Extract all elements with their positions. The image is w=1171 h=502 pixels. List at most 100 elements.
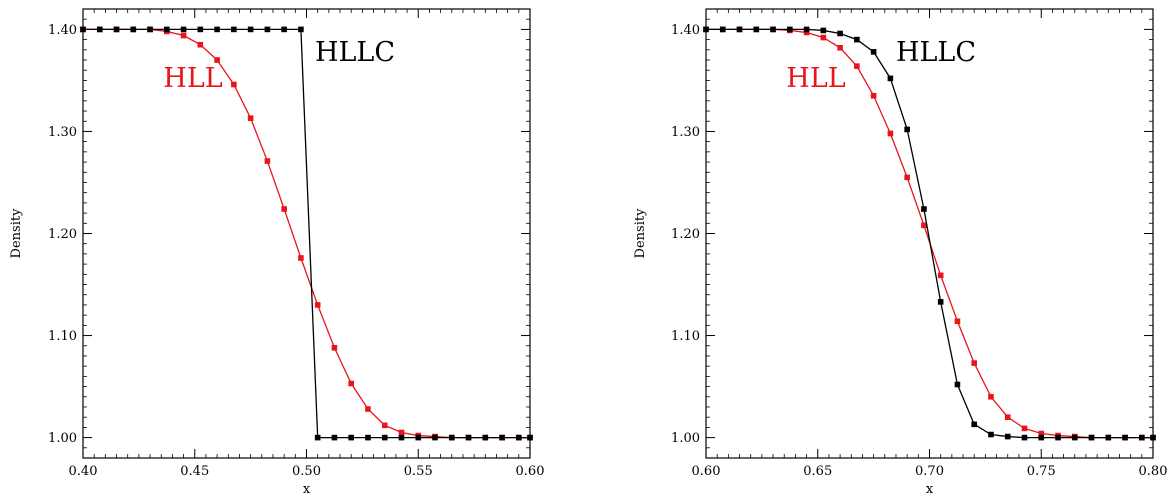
data-point-hllc — [1122, 434, 1128, 441]
data-point-hllc — [1071, 434, 1078, 441]
data-point-hll — [854, 63, 860, 69]
data-point-hll — [803, 29, 810, 36]
y-tick-label: 1.40 — [671, 23, 700, 38]
data-point-hll — [231, 81, 237, 88]
data-point-hllc — [197, 26, 204, 33]
series-hll — [703, 26, 1156, 441]
y-tick-label: 1.10 — [671, 329, 700, 344]
y-tick-label: 1.30 — [671, 125, 700, 140]
data-point-hllc — [527, 434, 533, 441]
series-line-hllc — [83, 28, 530, 439]
x-tick-label: 0.60 — [516, 464, 545, 479]
x-tick-label: 0.60 — [692, 464, 721, 479]
data-point-hll — [837, 44, 843, 51]
data-point-hll — [904, 174, 910, 181]
data-point-hll — [365, 406, 371, 412]
data-point-hll — [820, 34, 827, 41]
y-tick-label: 1.20 — [671, 227, 700, 242]
data-point-hllc — [80, 26, 86, 33]
data-point-hllc — [1038, 434, 1045, 441]
data-point-hll — [870, 92, 877, 99]
data-point-hllc — [398, 434, 405, 441]
series-hllc — [80, 26, 533, 441]
data-point-hllc — [113, 26, 120, 33]
data-point-hllc — [1139, 434, 1145, 441]
data-point-hllc — [820, 27, 827, 34]
data-point-hllc — [753, 26, 760, 33]
data-point-hllc — [837, 30, 843, 37]
y-axis-title: Density — [9, 208, 24, 259]
data-point-hllc — [988, 431, 994, 438]
data-point-hllc — [770, 26, 776, 33]
y-tick-label: 1.10 — [48, 329, 77, 344]
x-axis-title: x — [926, 482, 934, 497]
series-label-hll: HLL — [163, 63, 222, 94]
data-point-hllc — [331, 434, 338, 441]
data-point-hllc — [870, 49, 877, 55]
plot-frame — [82, 8, 531, 459]
data-point-hllc — [803, 26, 810, 33]
data-point-hll — [197, 41, 204, 48]
data-point-hll — [214, 57, 220, 63]
data-point-hllc — [971, 421, 977, 428]
data-point-hllc — [1150, 434, 1156, 441]
x-tick-label: 0.65 — [803, 464, 832, 479]
data-point-hllc — [482, 434, 489, 441]
series-line-hllc — [706, 28, 1153, 439]
x-tick-label: 0.75 — [1027, 464, 1056, 479]
data-point-hllc — [904, 126, 910, 133]
data-point-hllc — [1055, 434, 1061, 441]
data-point-hllc — [516, 434, 522, 441]
y-axis-title: Density — [633, 208, 648, 259]
data-point-hllc — [415, 434, 422, 441]
data-point-hllc — [499, 434, 505, 441]
data-point-hll — [247, 115, 254, 121]
data-point-hllc — [465, 434, 472, 441]
series-hllc — [703, 26, 1156, 441]
data-point-hllc — [164, 26, 170, 33]
series-label-hllc: HLLC — [896, 37, 976, 68]
data-point-hll — [1004, 414, 1011, 420]
data-point-hllc — [130, 26, 137, 33]
chart-panel-1: 0.40 0.45 0.50 0.55 0.60 1.00 1.10 1.20 1.30 1.40… — [9, 8, 545, 497]
data-point-hllc — [854, 36, 860, 43]
data-point-hllc — [348, 434, 354, 441]
data-point-hllc — [214, 26, 220, 33]
series-line-hll — [83, 28, 530, 439]
data-point-hllc — [921, 206, 927, 212]
data-point-hllc — [281, 26, 287, 33]
data-point-hll — [921, 222, 927, 229]
y-tick-label: 1.40 — [48, 23, 77, 38]
data-point-hllc — [381, 434, 388, 441]
data-point-hll — [988, 393, 994, 400]
y-tick-label: 1.00 — [48, 431, 77, 446]
data-point-hllc — [937, 299, 944, 305]
data-point-hllc — [180, 26, 187, 33]
x-axis-title: x — [303, 482, 311, 497]
data-point-hll — [398, 429, 405, 436]
data-point-hll — [281, 206, 287, 212]
data-point-hllc — [1004, 433, 1011, 440]
data-point-hll — [1021, 425, 1028, 432]
data-point-hllc — [1088, 434, 1095, 441]
data-point-hllc — [887, 75, 894, 82]
y-tick-label: 1.00 — [671, 431, 700, 446]
data-point-hllc — [787, 26, 793, 33]
chart-panel-2: 0.60 0.65 0.70 0.75 0.80 1.00 1.10 1.20 1.30 1.40… — [633, 8, 1168, 497]
data-point-hllc — [147, 26, 153, 33]
x-tick-label: 0.80 — [1139, 464, 1168, 479]
data-point-hllc — [432, 434, 438, 441]
data-point-hllc — [231, 26, 237, 33]
y-tick-label: 1.30 — [48, 125, 77, 140]
data-point-hll — [314, 302, 321, 308]
data-point-hll — [954, 318, 961, 325]
series-line-hll — [706, 28, 1153, 439]
data-point-hll — [381, 422, 388, 429]
data-point-hll — [264, 158, 271, 164]
data-point-hllc — [703, 26, 709, 33]
x-tick-label: 0.70 — [915, 464, 944, 479]
data-point-hll — [348, 380, 354, 387]
x-tick-label: 0.55 — [404, 464, 433, 479]
x-tick-label: 0.45 — [180, 464, 209, 479]
